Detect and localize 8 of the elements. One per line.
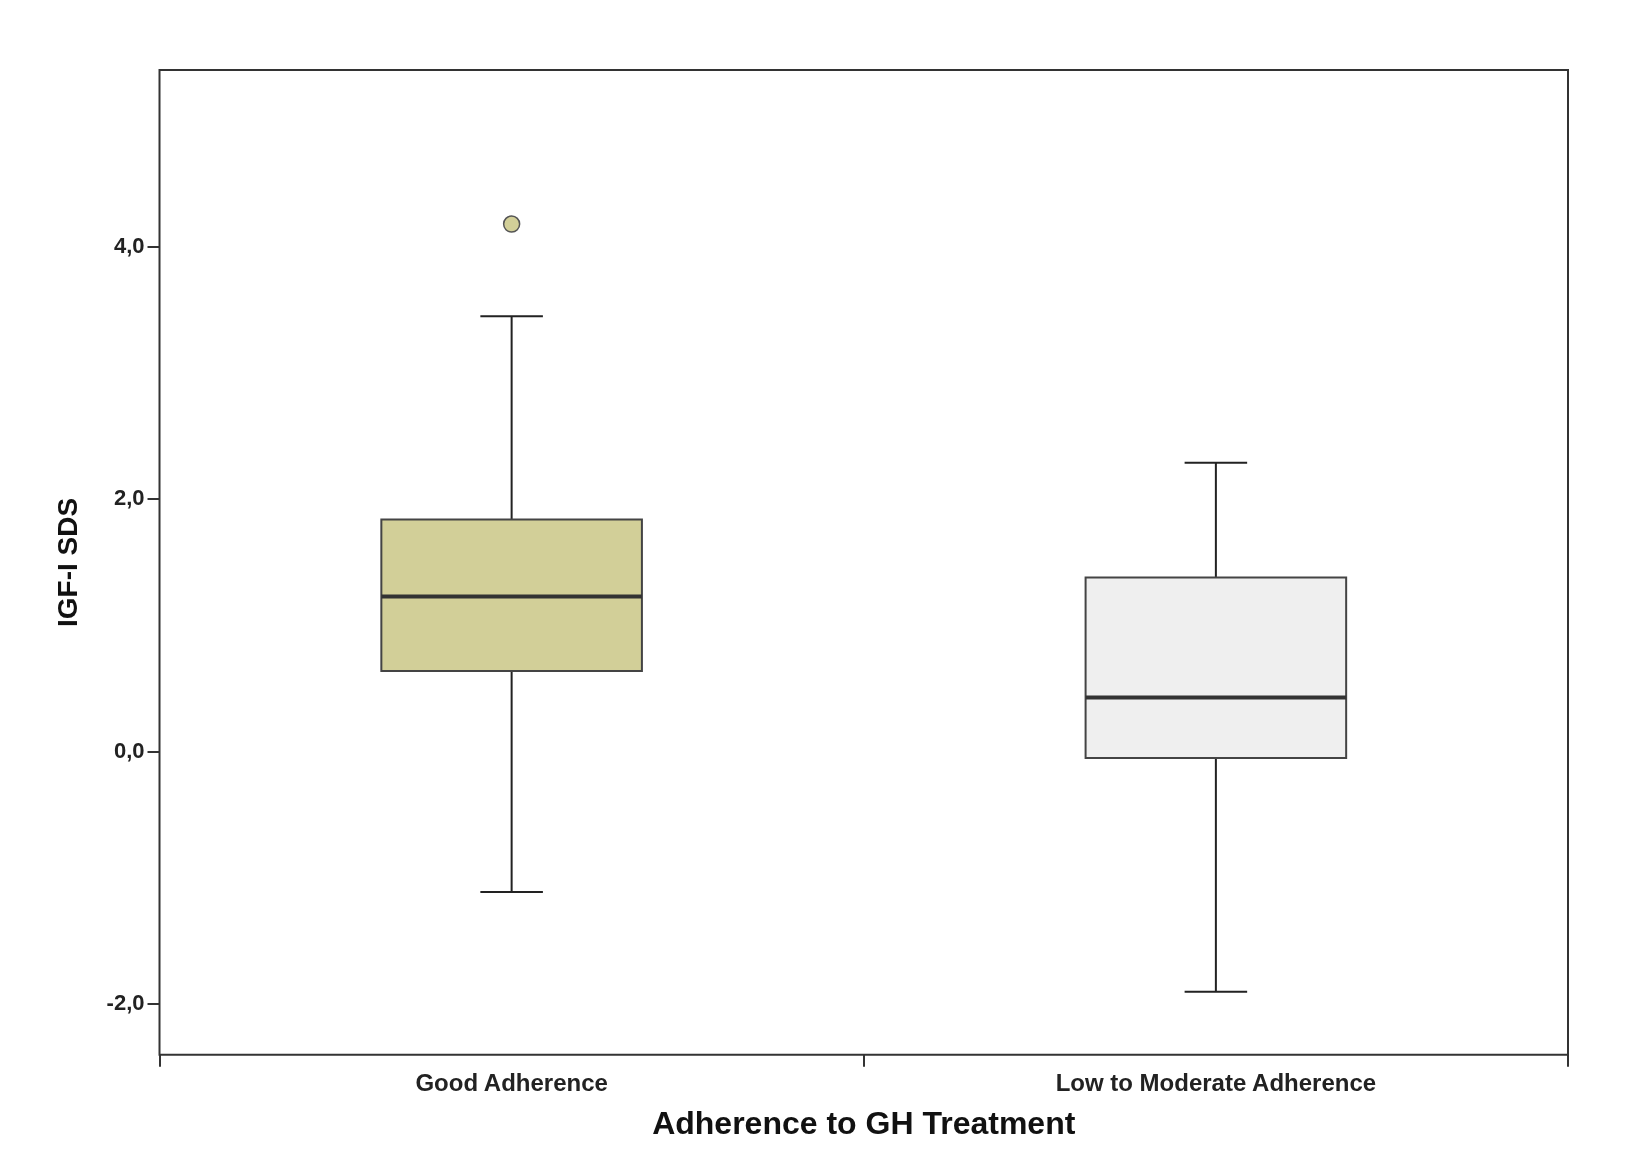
y-axis-title: IGF-I SDS xyxy=(51,497,83,627)
y-tick-label: -2,0 xyxy=(106,990,145,1016)
y-tick-label: 4,0 xyxy=(113,232,145,258)
y-tick-label: 2,0 xyxy=(113,485,145,511)
x-tick-label: Low to Moderate Adherence xyxy=(1055,1068,1377,1096)
x-axis-title: Adherence to GH Treatment xyxy=(652,1104,1076,1141)
x-tick-label: Good Adherence xyxy=(415,1068,608,1096)
y-tick-label: 0,0 xyxy=(113,737,145,763)
